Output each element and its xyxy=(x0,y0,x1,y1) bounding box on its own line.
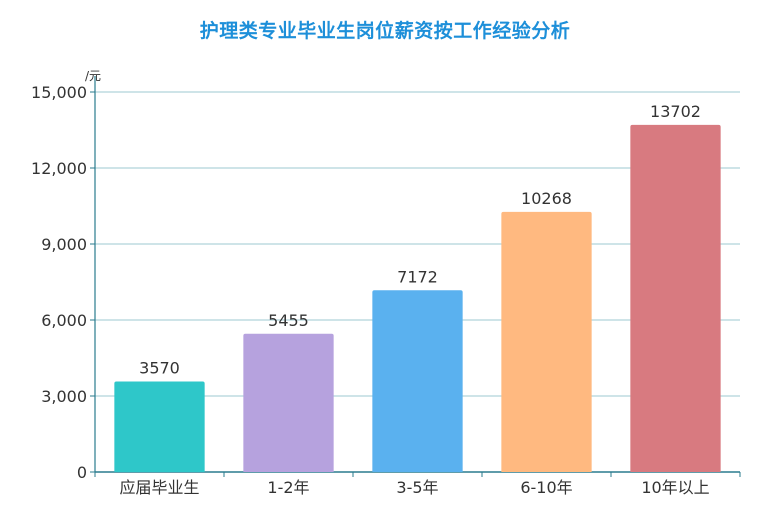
y-tick-label: 15,000 xyxy=(31,83,87,102)
y-tick-label: 0 xyxy=(77,463,87,482)
data-labels: 3570 5455 7172 10268 13702 xyxy=(139,102,701,378)
y-axis-label: /元 xyxy=(85,69,101,83)
y-tick-label: 3,000 xyxy=(41,387,87,406)
x-tick-label: 10年以上 xyxy=(641,478,709,497)
x-tick-label: 应届毕业生 xyxy=(119,478,199,497)
data-label: 13702 xyxy=(650,102,701,121)
x-tick-label: 1-2年 xyxy=(267,478,309,497)
bars xyxy=(114,124,721,473)
y-tick-label: 9,000 xyxy=(41,235,87,254)
data-label: 7172 xyxy=(397,267,438,286)
bar-4 xyxy=(501,211,592,473)
y-tick-label: 12,000 xyxy=(31,159,87,178)
bar-2 xyxy=(243,333,334,472)
data-label: 5455 xyxy=(268,311,309,330)
y-tick-label: 6,000 xyxy=(41,311,87,330)
bar-5 xyxy=(630,124,721,473)
bar-3 xyxy=(372,290,463,472)
x-tick-label: 6-10年 xyxy=(520,478,572,497)
data-label: 10268 xyxy=(521,189,572,208)
x-tick-label: 3-5年 xyxy=(396,478,438,497)
data-label: 3570 xyxy=(139,359,180,378)
bar-1 xyxy=(114,381,205,472)
chart-title: 护理类专业毕业生岗位薪资按工作经验分析 xyxy=(199,20,571,42)
